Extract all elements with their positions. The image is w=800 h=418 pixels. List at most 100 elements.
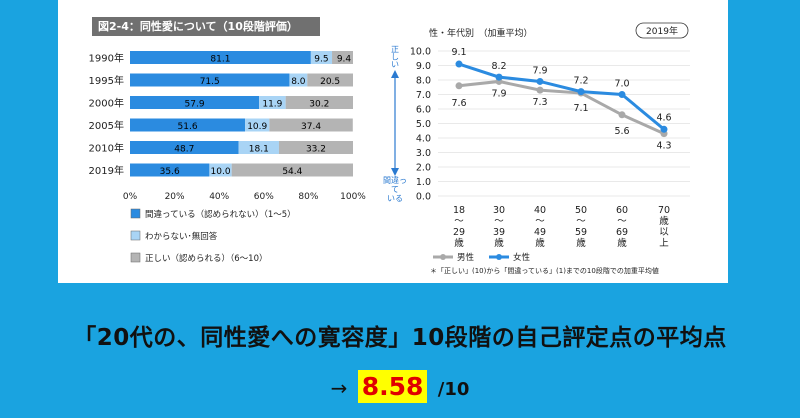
y-tick-label: 3.0 [416, 148, 431, 159]
bar-segment [285, 96, 353, 109]
data-point [660, 125, 668, 133]
bar-segment [307, 73, 353, 87]
score-value: 8.58 [357, 370, 428, 403]
legend-swatch [130, 208, 141, 219]
x-tick-label: 〜 [494, 216, 504, 227]
data-point [455, 60, 463, 68]
legend-label: 間違っている（認められない）（1〜5） [145, 209, 296, 220]
data-label-female: 8.2 [491, 61, 506, 72]
score-unit: /10 [437, 379, 470, 400]
data-point [536, 86, 544, 94]
data-label-female: 4.6 [656, 112, 671, 123]
x-tick-label: 歳 [535, 237, 545, 249]
bar-data-label: 10.9 [247, 122, 267, 132]
y-bottom-label: いる [387, 194, 403, 203]
bar-category-label: 2019年 [89, 164, 124, 177]
x-tick-label: 歳 [454, 237, 464, 249]
bar-data-label: 30.2 [309, 100, 329, 110]
bar-data-label: 48.7 [174, 145, 194, 155]
x-tick-label: 80% [298, 192, 318, 202]
arrow-down-icon [391, 168, 399, 176]
legend-swatch [130, 230, 141, 241]
series-line [458, 62, 665, 131]
bar-segment [269, 118, 353, 132]
bar-segment [231, 163, 353, 177]
x-tick-label: 〜 [576, 216, 586, 227]
x-tick-label: 29 [453, 227, 465, 238]
bar-segment [245, 118, 270, 132]
x-tick-label: 49 [534, 227, 546, 238]
data-point [618, 111, 626, 119]
data-label-female: 7.0 [614, 79, 629, 90]
y-tick-label: 7.0 [416, 90, 431, 101]
arrow-up-icon [391, 70, 399, 78]
y-bottom-label: て [391, 185, 399, 194]
legend-label: 女性 [513, 252, 531, 263]
year-badge-text: 2019年 [646, 25, 678, 37]
bar-data-label: 54.4 [282, 167, 302, 177]
x-tick-label: 60% [254, 192, 274, 202]
data-point [618, 91, 626, 98]
stacked-bar-chart: 1990年 81.1 9.5 9.4 1995年 71.5 8.0 20.5 2000年 57.9… [89, 51, 366, 264]
data-point [536, 77, 544, 85]
bar-category-label: 2000年 [89, 97, 124, 110]
bar-segment [332, 51, 353, 64]
data-label-male: 7.6 [451, 98, 466, 109]
bar-data-label: 20.5 [320, 77, 340, 87]
bar-category-label: 2005年 [89, 119, 124, 132]
data-point [577, 88, 585, 96]
x-tick-label: 60 [616, 205, 628, 216]
right-figure-note: ＊「正しい」(10)から「間違っている」(1)までの10段階での加重平均値 [430, 266, 659, 275]
x-tick-label: 59 [575, 227, 587, 238]
x-tick-label: 20% [165, 192, 185, 202]
bar-segment [130, 118, 246, 132]
x-tick-label: 歳 [617, 237, 627, 249]
bar-data-label: 33.2 [306, 145, 326, 155]
bar-data-label: 71.5 [200, 77, 220, 87]
x-tick-label: 100% [340, 192, 366, 202]
legend-label: わからない･無回答 [145, 231, 218, 242]
bar-category-label: 1990年 [89, 52, 124, 65]
y-bottom-label: 間違っ [383, 175, 407, 185]
x-tick-label: 歳 [576, 237, 586, 249]
left-figure-title: 図2-4：同性愛について（10段階評価） [92, 17, 320, 36]
y-tick-label: 8.0 [416, 76, 431, 87]
y-tick-label: 10.0 [410, 47, 431, 58]
bar-segment [209, 163, 232, 177]
y-tick-label: 1.0 [416, 177, 431, 188]
bar-segment [130, 96, 260, 109]
x-tick-label: 0% [123, 192, 138, 202]
x-tick-label: 30 [493, 205, 505, 216]
arrow-icon: → [330, 376, 348, 400]
bar-data-label: 9.5 [314, 55, 328, 65]
line-chart: 性・年代別 （加重平均） 2019年 0.0 1.0 2.0 3.0 4.0 5.0 6.0 7.… [383, 22, 690, 275]
right-figure-header: 性・年代別 （加重平均） [429, 27, 533, 39]
legend-swatch [130, 252, 141, 263]
data-label-male: 4.3 [656, 141, 671, 152]
x-tick-label: 以 [659, 227, 669, 238]
year-badge [635, 22, 689, 39]
data-point [495, 73, 503, 81]
bar-data-label: 37.4 [301, 122, 321, 132]
x-tick-label: 40 [534, 205, 546, 216]
x-tick-label: 〜 [535, 216, 545, 227]
data-label-male: 7.9 [491, 88, 506, 99]
bar-data-label: 57.9 [185, 100, 205, 110]
x-tick-label: 〜 [617, 216, 627, 227]
bar-segment [130, 73, 290, 87]
x-tick-label: 歳 [494, 237, 504, 249]
y-tick-label: 0.0 [416, 192, 431, 203]
bar-data-label: 10.0 [211, 167, 231, 177]
y-tick-label: 2.0 [416, 163, 431, 174]
bar-segment [289, 73, 308, 87]
y-tick-label: 4.0 [416, 134, 431, 145]
bar-data-label: 9.4 [337, 55, 352, 65]
x-tick-label: 歳 [659, 215, 669, 227]
x-tick-label: 18 [453, 205, 465, 216]
bar-segment [130, 51, 311, 64]
bar-segment [130, 141, 239, 154]
bar-segment [259, 96, 286, 109]
x-tick-label: 70 [658, 205, 670, 216]
data-point [455, 82, 463, 90]
bar-data-label: 35.6 [160, 167, 180, 177]
